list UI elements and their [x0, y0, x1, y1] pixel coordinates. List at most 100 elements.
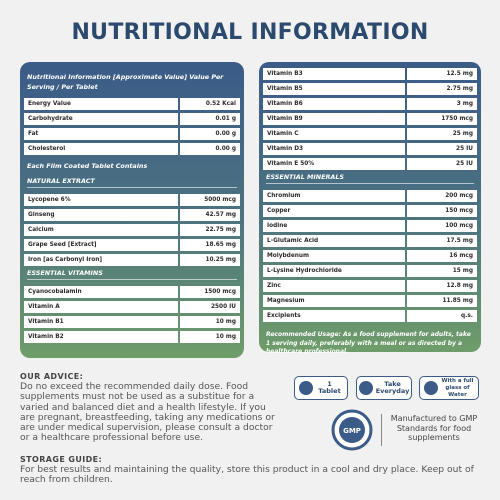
nutrient-row: Grape Seed [Extract] 18.65 mg: [24, 239, 240, 251]
nutrient-amount: 100 mcg: [407, 220, 477, 232]
badge-core: [339, 417, 365, 443]
nutrient-amount: 11.85 mg: [407, 295, 477, 307]
nutrient-amount: 42.57 mg: [180, 209, 240, 221]
nutrient-row: Vitamin B3 12.5 mg: [263, 68, 477, 80]
nutrient-row: Copper 150 mcg: [263, 205, 477, 217]
nutrient-row: Iron [as Carbonyl Iron] 10.25 mg: [24, 254, 240, 266]
nutrient-row: Zinc 12.8 mg: [263, 280, 477, 292]
nutrient-name: Vitamin C: [263, 128, 405, 140]
nutrient-amount: 25 IU: [407, 143, 477, 155]
divider: [381, 414, 382, 446]
nutrient-name: Vitamin D3: [263, 143, 405, 155]
gmp-text: Manufactured to GMP Standards for food s…: [390, 414, 478, 442]
nutrient-row: Energy Value 0.52 Kcal: [24, 98, 240, 110]
nutrient-amount: 22.75 mg: [180, 224, 240, 236]
nutrient-row: Ginseng 42.57 mg: [24, 209, 240, 221]
icon-box: 1 Tablet: [294, 376, 348, 400]
nutrient-name: Vitamin B6: [263, 98, 405, 110]
nutrient-name: Vitamin B2: [24, 331, 178, 343]
gmp-badge: GMP: [331, 409, 373, 451]
panel-header: Nutritional Information [Approximate Val…: [27, 73, 224, 91]
nutrient-row: Vitamin C 25 mg: [263, 128, 477, 140]
icon-label: Take Everyday: [375, 380, 410, 395]
nutrient-row: L-Lysine Hydrochloride 15 mg: [263, 265, 477, 277]
nutrient-amount: 2.75 mg: [407, 83, 477, 95]
nutrient-amount: 10 mg: [180, 316, 240, 328]
nutrient-row: Cyanocobalamin 1500 mcg: [24, 286, 240, 298]
nutrient-name: Fat: [24, 128, 178, 140]
nutrient-name: L-Glutamic Acid: [263, 235, 405, 247]
nutrient-row: Fat 0.00 g: [24, 128, 240, 140]
nutrient-amount: 18.65 mg: [180, 239, 240, 251]
icon: [358, 381, 373, 395]
nutrient-name: Zinc: [263, 280, 405, 292]
section-heading: ESSENTIAL MINERALS: [266, 173, 474, 184]
nutrient-name: Carbohydrate: [24, 113, 178, 125]
nutrient-name: L-Lysine Hydrochloride: [263, 265, 405, 277]
nutrient-name: Vitamin B3: [263, 68, 405, 80]
nutrient-name: Vitamin E 50%: [263, 158, 405, 170]
nutrient-amount: 5000 mcg: [180, 194, 240, 206]
nutrient-name: Vitamin A: [24, 301, 178, 313]
nutrient-name: Excipients: [263, 310, 405, 322]
nutrient-row: Vitamin B1 10 mg: [24, 316, 240, 328]
nutrient-amount: 12.5 mg: [407, 68, 477, 80]
nutrient-amount: 25 IU: [407, 158, 477, 170]
nutrient-name: Vitamin B1: [24, 316, 178, 328]
advice-heading: OUR ADVICE:: [20, 372, 84, 381]
nutrient-row: Excipients q.s.: [263, 310, 477, 322]
nutrient-amount: 1750 mcg: [407, 113, 477, 125]
nutrient-amount: 25 mg: [407, 128, 477, 140]
nutrient-name: Iron [as Carbonyl Iron]: [24, 254, 178, 266]
nutrient-name: Molybdenum: [263, 250, 405, 262]
badge-text: GMP: [343, 427, 361, 435]
icon-box: With a full glass of Water: [419, 376, 479, 400]
nutrient-amount: 0.01 g: [180, 113, 240, 125]
nutrient-row: L-Glutamic Acid 17.5 mg: [263, 235, 477, 247]
nutrient-amount: 2500 IU: [180, 301, 240, 313]
nutrient-amount: 15 mg: [407, 265, 477, 277]
nutrient-name: Vitamin B5: [263, 83, 405, 95]
icon: [424, 381, 438, 395]
nutrient-row: Vitamin B6 3 mg: [263, 98, 477, 110]
panel-note: Each Film Coated Tablet Contains: [27, 162, 148, 170]
icon: [299, 381, 313, 395]
nutrient-amount: 12.8 mg: [407, 280, 477, 292]
nutrient-amount: 17.5 mg: [407, 235, 477, 247]
nutrient-row: Cholesterol 0.00 g: [24, 143, 240, 155]
nutrient-name: Grape Seed [Extract]: [24, 239, 178, 251]
nutrient-amount: 0.00 g: [180, 128, 240, 140]
nutrient-row: Carbohydrate 0.01 g: [24, 113, 240, 125]
nutrient-row: Chromium 200 mcg: [263, 190, 477, 202]
nutrient-name: Ginseng: [24, 209, 178, 221]
section-heading: NATURAL EXTRACT: [27, 177, 237, 188]
nutrient-row: Calcium 22.75 mg: [24, 224, 240, 236]
nutrient-name: Energy Value: [24, 98, 178, 110]
icon-label: 1 Tablet: [318, 380, 341, 395]
left-panel: Nutritional Information [Approximate Val…: [20, 62, 244, 358]
nutrient-row: Vitamin B2 10 mg: [24, 331, 240, 343]
nutrient-name: Magnesium: [263, 295, 405, 307]
nutrient-name: Iodine: [263, 220, 405, 232]
icon-box: Take Everyday: [356, 376, 412, 400]
nutrient-name: Cholesterol: [24, 143, 178, 155]
nutrient-amount: 10 mg: [180, 331, 240, 343]
nutrient-amount: 3 mg: [407, 98, 477, 110]
nutrient-amount: 150 mcg: [407, 205, 477, 217]
nutrient-name: Lycopene 6%: [24, 194, 178, 206]
nutrient-row: Vitamin B9 1750 mcg: [263, 113, 477, 125]
nutrient-name: Chromium: [263, 190, 405, 202]
nutrient-row: Molybdenum 16 mcg: [263, 250, 477, 262]
icon-label: With a full glass of Water: [441, 377, 474, 398]
nutrient-amount: q.s.: [407, 310, 477, 322]
nutrient-name: Vitamin B9: [263, 113, 405, 125]
nutrient-amount: 1500 mcg: [180, 286, 240, 298]
nutrient-amount: 200 mcg: [407, 190, 477, 202]
nutrient-name: Calcium: [24, 224, 178, 236]
advice-text: Do no exceed the recommended daily dose.…: [20, 381, 275, 444]
nutrient-row: Vitamin E 50% 25 IU: [263, 158, 477, 170]
title: NUTRITIONAL INFORMATION: [71, 20, 429, 45]
right-panel: Vitamin B3 12.5 mg Vitamin B5 2.75 mg Vitami…: [259, 62, 481, 355]
nutrient-amount: 0.52 Kcal: [180, 98, 240, 110]
